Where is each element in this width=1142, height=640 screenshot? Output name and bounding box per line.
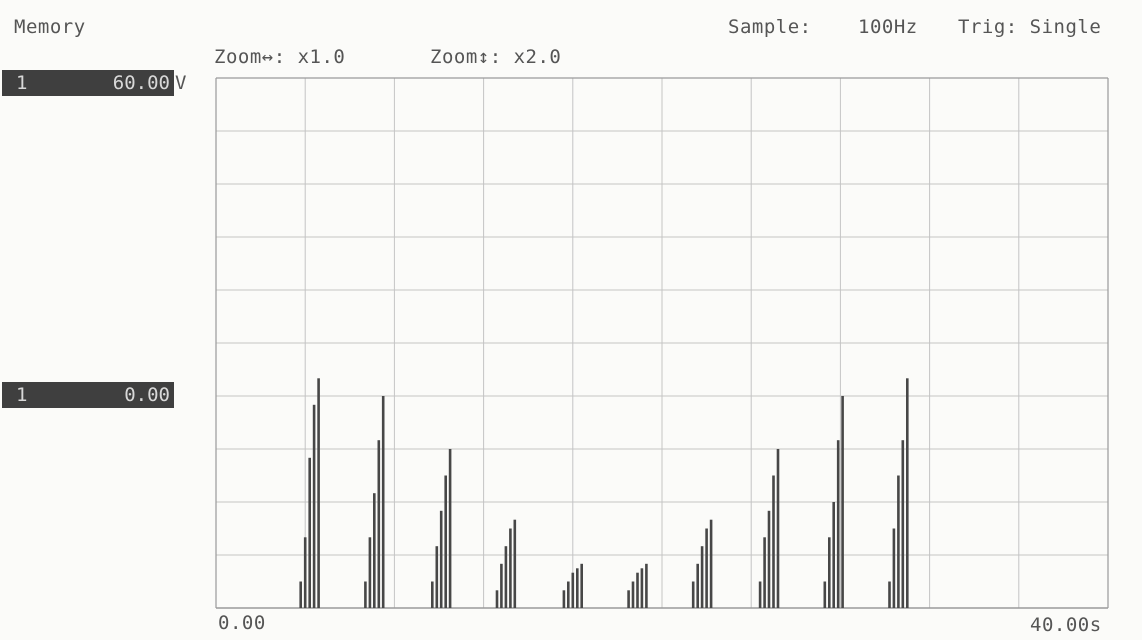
signal-bar bbox=[828, 537, 831, 608]
signal-bar bbox=[892, 528, 896, 608]
signal-bar bbox=[576, 568, 579, 609]
signal-bar bbox=[571, 572, 575, 608]
signal-bar bbox=[373, 493, 376, 608]
screen-title: Memory bbox=[14, 16, 86, 38]
signal-bar bbox=[841, 396, 844, 608]
signal-bar bbox=[377, 440, 381, 608]
signal-bar bbox=[308, 457, 311, 608]
signal-bar bbox=[758, 581, 762, 608]
signal-bar bbox=[767, 510, 771, 608]
channel-full-scale-unit: V bbox=[175, 72, 187, 94]
signal-bar bbox=[627, 590, 630, 608]
waveform-trace bbox=[299, 378, 909, 609]
signal-bar bbox=[763, 537, 766, 608]
sample-rate-label: Sample: bbox=[728, 16, 812, 38]
channel-1-full-scale-badge: 1 60.00 bbox=[2, 70, 174, 96]
plot-grid bbox=[215, 77, 1109, 609]
signal-bar bbox=[836, 440, 840, 608]
signal-bar bbox=[381, 396, 385, 608]
channel-1-zero-badge: 1 0.00 bbox=[2, 382, 174, 408]
signal-bar bbox=[317, 378, 320, 608]
signal-bar bbox=[901, 440, 905, 608]
signal-bar bbox=[776, 449, 780, 608]
signal-bar bbox=[435, 546, 439, 608]
signal-bar bbox=[364, 581, 367, 608]
signal-bar bbox=[691, 581, 695, 608]
signal-bar bbox=[832, 502, 835, 608]
signal-bar bbox=[696, 563, 699, 608]
signal-bar bbox=[888, 581, 891, 608]
signal-bar bbox=[368, 537, 372, 608]
signal-bar bbox=[439, 510, 443, 608]
x-axis-min-label: 0.00 bbox=[218, 612, 266, 634]
channel-number: 1 bbox=[16, 72, 28, 94]
signal-bar bbox=[509, 528, 512, 608]
signal-bar bbox=[303, 537, 307, 608]
signal-bar bbox=[640, 568, 644, 609]
signal-bar bbox=[504, 546, 508, 608]
signal-bar bbox=[444, 475, 447, 608]
channel-number: 1 bbox=[16, 384, 28, 406]
signal-bar bbox=[500, 563, 503, 608]
vertical-zoom-label: Zoom↕: x2.0 bbox=[430, 46, 562, 68]
signal-bar bbox=[823, 581, 827, 608]
signal-bar bbox=[705, 528, 708, 608]
signal-bar bbox=[562, 590, 566, 608]
x-axis-max-label: 40.00s bbox=[1030, 614, 1102, 636]
signal-bar bbox=[772, 475, 775, 608]
signal-bar bbox=[897, 475, 900, 608]
signal-bar bbox=[495, 590, 499, 608]
signal-bar bbox=[580, 563, 583, 608]
signal-bar bbox=[700, 546, 704, 608]
signal-bar bbox=[312, 404, 316, 608]
signal-bar bbox=[299, 581, 302, 608]
channel-full-scale-value: 60.00 bbox=[112, 72, 170, 94]
signal-bar bbox=[906, 378, 909, 608]
signal-bar bbox=[709, 519, 713, 608]
signal-bar bbox=[631, 581, 635, 608]
signal-bar bbox=[567, 581, 570, 608]
signal-bar bbox=[431, 581, 434, 608]
signal-bar bbox=[645, 563, 648, 608]
signal-bar bbox=[448, 449, 452, 608]
channel-zero-value: 0.00 bbox=[124, 384, 170, 406]
sample-rate-value: 100Hz bbox=[858, 16, 918, 38]
trigger-mode-label: Trig: Single bbox=[958, 16, 1102, 38]
signal-bar bbox=[513, 519, 517, 608]
horizontal-zoom-label: Zoom↔: x1.0 bbox=[214, 46, 346, 68]
signal-bar bbox=[636, 572, 639, 608]
